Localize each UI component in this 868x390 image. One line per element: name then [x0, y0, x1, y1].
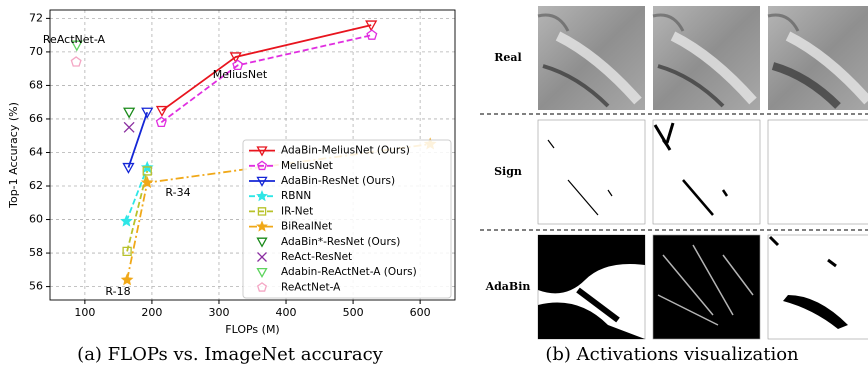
image: [768, 120, 868, 224]
x-tick-label: 200: [141, 306, 162, 319]
activations-panel: Real Sign AdaBin: [480, 6, 868, 339]
legend-label: AdaBin-MeliusNet (Ours): [281, 145, 410, 157]
image: [768, 235, 868, 339]
caption: (b) Activations visualization: [545, 344, 799, 365]
marker: [124, 122, 134, 132]
annotation: ReActNet-A: [43, 33, 106, 46]
annotation: R-18: [105, 285, 130, 298]
legend-label: BiRealNet: [281, 221, 332, 233]
y-tick-label: 64: [29, 145, 43, 158]
y-tick-label: 60: [29, 213, 43, 226]
y-tick-label: 58: [29, 246, 43, 259]
legend-label: MeliusNet: [281, 160, 333, 172]
marker: [71, 57, 81, 66]
x-tick-label: 500: [343, 306, 364, 319]
image: [538, 120, 645, 224]
row-label: AdaBin: [485, 280, 531, 293]
thumbnail: [538, 120, 645, 224]
thumbnail: [653, 6, 760, 110]
thumbnail: [768, 6, 868, 110]
y-tick-label: 66: [29, 112, 43, 125]
thumbnail: [768, 235, 868, 339]
thumbnail: [653, 235, 760, 339]
y-tick-label: 68: [29, 78, 43, 91]
image: [653, 235, 760, 339]
legend-label: ReActNet-A: [281, 281, 341, 293]
figure: Real Sign AdaBin (a) FLOPs vs. ImageNet ac…: [0, 0, 868, 390]
marker: [124, 108, 134, 117]
thumbnail: [653, 120, 760, 224]
y-axis-label: Top-1 Accuracy (%): [7, 102, 20, 209]
x-tick-label: 100: [74, 306, 95, 319]
legend-label: ReAct-ResNet: [281, 251, 352, 263]
marker: [122, 216, 132, 225]
y-tick-label: 62: [29, 179, 43, 192]
legend-label: AdaBin*-ResNet (Ours): [281, 236, 400, 248]
legend-label: IR-Net: [281, 205, 313, 217]
thumbnail: [538, 235, 645, 339]
legend-label: RBNN: [281, 190, 311, 202]
annotation: R-34: [165, 186, 190, 199]
series-line: [128, 112, 147, 167]
marker: [367, 30, 377, 39]
marker: [122, 275, 132, 284]
x-tick-label: 300: [208, 306, 229, 319]
thumbnail: [538, 6, 645, 110]
x-tick-label: 400: [276, 306, 297, 319]
y-tick-label: 70: [29, 45, 43, 58]
thumbnail: [768, 120, 868, 224]
caption: (a) FLOPs vs. ImageNet accuracy: [77, 344, 383, 365]
annotation: MeliusNet: [213, 68, 268, 81]
y-tick-label: 56: [29, 280, 43, 293]
legend-label: Adabin-ReActNet-A (Ours): [281, 266, 417, 278]
y-tick-label: 72: [29, 11, 43, 24]
x-tick-label: 600: [410, 306, 431, 319]
x-axis-label: FLOPs (M): [225, 323, 279, 336]
legend-label: AdaBin-ResNet (Ours): [281, 175, 395, 187]
row-label: Real: [494, 51, 521, 64]
row-label: Sign: [494, 165, 522, 178]
